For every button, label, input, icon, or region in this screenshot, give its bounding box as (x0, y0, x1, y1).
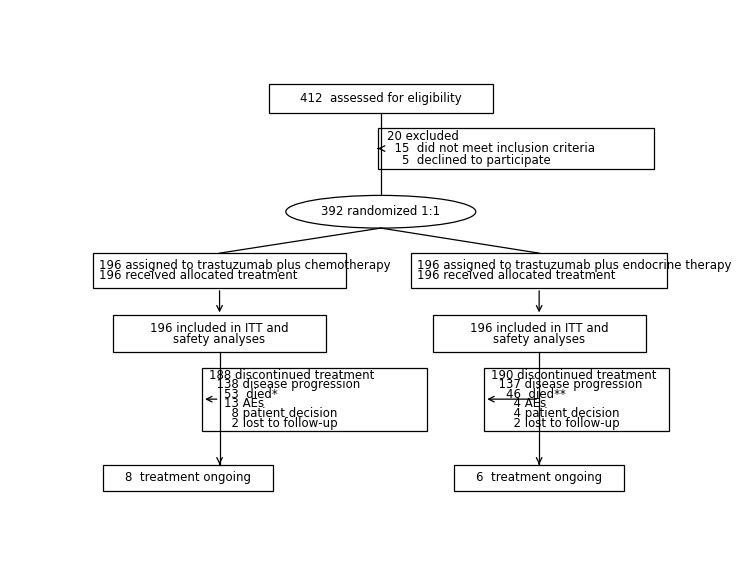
Text: 138 disease progression: 138 disease progression (210, 378, 360, 391)
Text: 190 discontinued treatment: 190 discontinued treatment (491, 368, 657, 381)
Text: 6  treatment ongoing: 6 treatment ongoing (476, 471, 603, 484)
Text: 2 lost to follow-up: 2 lost to follow-up (491, 417, 620, 430)
Text: 4 AEs: 4 AEs (491, 397, 547, 410)
FancyBboxPatch shape (103, 465, 273, 491)
Text: 137 disease progression: 137 disease progression (491, 378, 643, 391)
Text: 412  assessed for eligibility: 412 assessed for eligibility (300, 92, 461, 105)
Text: 196 assigned to trastuzumab plus chemotherapy: 196 assigned to trastuzumab plus chemoth… (99, 259, 390, 272)
Text: 20 excluded: 20 excluded (386, 130, 458, 143)
Text: 4 patient decision: 4 patient decision (491, 407, 620, 420)
Text: 196 assigned to trastuzumab plus endocrine therapy: 196 assigned to trastuzumab plus endocri… (417, 259, 731, 272)
FancyBboxPatch shape (411, 253, 667, 288)
FancyBboxPatch shape (202, 367, 427, 431)
FancyBboxPatch shape (378, 128, 655, 169)
Text: 8  treatment ongoing: 8 treatment ongoing (125, 471, 251, 484)
FancyBboxPatch shape (454, 465, 624, 491)
FancyBboxPatch shape (93, 253, 346, 288)
Text: 196 included in ITT and: 196 included in ITT and (470, 322, 609, 335)
FancyBboxPatch shape (268, 84, 493, 113)
Text: safety analyses: safety analyses (174, 332, 265, 345)
Text: 196 received allocated treatment: 196 received allocated treatment (417, 269, 615, 282)
Text: 196 received allocated treatment: 196 received allocated treatment (99, 269, 297, 282)
FancyBboxPatch shape (113, 315, 326, 352)
Text: 5  declined to participate: 5 declined to participate (386, 155, 551, 167)
Text: 53  died*: 53 died* (210, 388, 278, 401)
Text: 46  died**: 46 died** (491, 388, 566, 401)
FancyBboxPatch shape (484, 367, 669, 431)
Ellipse shape (286, 195, 476, 228)
Text: 13 AEs: 13 AEs (210, 397, 265, 410)
Text: 8 patient decision: 8 patient decision (210, 407, 337, 420)
Text: 392 randomized 1:1: 392 randomized 1:1 (321, 205, 441, 218)
Text: 15  did not meet inclusion criteria: 15 did not meet inclusion criteria (386, 142, 594, 155)
Text: 188 discontinued treatment: 188 discontinued treatment (210, 368, 374, 381)
Text: 196 included in ITT and: 196 included in ITT and (150, 322, 289, 335)
Text: 2 lost to follow-up: 2 lost to follow-up (210, 417, 338, 430)
FancyBboxPatch shape (432, 315, 646, 352)
Text: safety analyses: safety analyses (493, 332, 585, 345)
